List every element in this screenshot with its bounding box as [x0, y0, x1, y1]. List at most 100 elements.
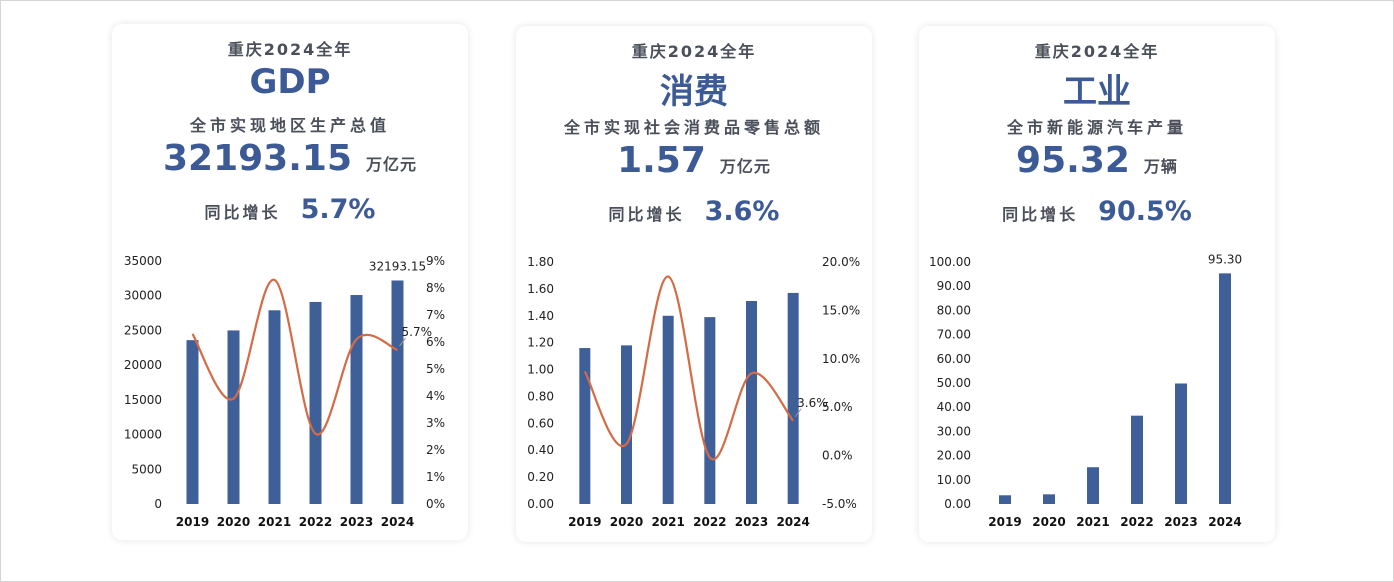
y-tick-label: 40.00 — [937, 400, 971, 414]
main-value: 1.57 — [617, 140, 706, 181]
y-tick-label: 0.60 — [527, 416, 554, 430]
growth-line — [583, 275, 795, 461]
card-header: 重庆2024全年 — [227, 40, 353, 59]
main-value: 32193.15 — [162, 138, 352, 179]
y-tick-label: 15000 — [124, 393, 162, 407]
growth-row: 同比增长 5.7% — [112, 194, 468, 225]
bar — [1131, 415, 1143, 504]
y2-tick-label: 1% — [426, 470, 445, 484]
x-tick-label: 2024 — [1208, 515, 1241, 529]
y2-tick-label: 0% — [426, 497, 445, 511]
y-tick-label: 1.60 — [527, 282, 554, 296]
card-title: GDP — [249, 62, 331, 102]
y2-tick-label: 2% — [426, 443, 445, 457]
y-tick-label: 0.40 — [527, 443, 554, 457]
x-tick-label: 2019 — [988, 515, 1021, 529]
growth-row: 同比增长 3.6% — [516, 196, 872, 227]
y-tick-label: 10000 — [124, 428, 162, 442]
bar — [621, 345, 632, 504]
y-tick-label: 1.40 — [527, 309, 554, 323]
bar — [227, 330, 240, 504]
y2-tick-label: 8% — [426, 281, 445, 295]
bar — [268, 310, 281, 504]
value-unit: 万辆 — [1143, 157, 1178, 176]
y2-tick-label: 10.0% — [822, 352, 860, 366]
bar — [309, 301, 322, 504]
card-title: 工业 — [1063, 72, 1131, 112]
line-data-label: 5.7% — [402, 325, 433, 339]
x-tick-label: 2024 — [381, 515, 414, 529]
line-label-leader — [399, 337, 406, 347]
bar — [662, 315, 674, 504]
growth-line — [191, 278, 398, 436]
y2-tick-label: 9% — [426, 254, 445, 268]
x-tick-label: 2020 — [610, 515, 643, 529]
x-tick-label: 2022 — [693, 515, 726, 529]
value-row: 32193.15 万亿元 — [112, 138, 468, 179]
consumption-card: 重庆2024全年 消费 全市实现社会消费品零售总额 1.57 万亿元 同比增长 3.… — [516, 26, 872, 542]
x-tick-label: 2021 — [258, 515, 291, 529]
bar — [746, 300, 757, 504]
industry-card: 重庆2024全年 工业 全市新能源汽车产量 95.32 万辆 同比增长 90.5% … — [919, 26, 1275, 542]
x-tick-label: 2024 — [776, 515, 809, 529]
y-tick-label: 90.00 — [937, 279, 971, 293]
value-row: 95.32 万辆 — [919, 140, 1275, 181]
y-tick-label: 1.00 — [527, 363, 554, 377]
y2-tick-label: 7% — [426, 308, 445, 322]
x-tick-label: 2022 — [299, 515, 332, 529]
x-tick-label: 2022 — [1120, 515, 1153, 529]
bar — [391, 280, 404, 504]
y-tick-label: 30.00 — [937, 424, 971, 438]
value-unit: 万亿元 — [719, 157, 771, 176]
card-description: 全市实现地区生产总值 — [189, 116, 390, 135]
y-tick-label: 20.00 — [937, 449, 971, 463]
y2-tick-label: 0.0% — [822, 449, 853, 463]
y-tick-label: 100.00 — [929, 255, 971, 269]
y-tick-label: 30000 — [124, 289, 162, 303]
industry-chart: 0.00 10.00 20.00 30.00 40.00 50.00 60.00 70.00 8… — [929, 252, 1242, 529]
y2-tick-label: 5.0% — [822, 400, 853, 414]
card-header: 重庆2024全年 — [1034, 42, 1160, 61]
gdp-chart: 0 5000 10000 15000 20000 25000 30000 35000 2019 2… — [124, 254, 445, 529]
y-tick-label: 25000 — [124, 323, 162, 337]
x-tick-label: 2019 — [176, 515, 209, 529]
value-row: 1.57 万亿元 — [516, 140, 872, 181]
bar — [704, 317, 716, 504]
value-unit: 万亿元 — [366, 155, 418, 174]
consumption-chart: 0.00 0.20 0.40 0.60 0.80 1.00 1.20 1.40 1.60 1.80… — [527, 255, 860, 529]
growth-label: 同比增长 — [608, 205, 685, 224]
y-tick-label: 50.00 — [937, 376, 971, 390]
x-tick-label: 2021 — [651, 515, 684, 529]
y-tick-label: 1.20 — [527, 336, 554, 350]
bar-data-label: 95.30 — [1208, 252, 1242, 266]
card-header: 重庆2024全年 — [631, 42, 757, 61]
growth-row: 同比增长 90.5% — [919, 196, 1275, 227]
bar — [1087, 467, 1099, 504]
y-tick-label: 1.80 — [527, 255, 554, 269]
bar — [579, 348, 591, 504]
growth-value: 5.7% — [300, 194, 376, 225]
y-tick-label: 80.00 — [937, 303, 971, 317]
growth-value: 3.6% — [704, 196, 780, 227]
growth-value: 90.5% — [1098, 196, 1192, 227]
y2-tick-label: 4% — [426, 389, 445, 403]
line-data-label: 3.6% — [797, 396, 828, 410]
bar — [186, 340, 199, 504]
growth-label: 同比增长 — [1002, 205, 1079, 224]
y-tick-label: 0.00 — [944, 497, 971, 511]
y-tick-label: 10.00 — [937, 473, 971, 487]
bar — [1219, 273, 1231, 504]
main-value: 95.32 — [1016, 140, 1130, 181]
growth-label: 同比增长 — [204, 203, 281, 222]
bar — [787, 292, 799, 504]
y-tick-label: 5000 — [131, 462, 162, 476]
y2-tick-label: 6% — [426, 335, 445, 349]
x-tick-label: 2020 — [1032, 515, 1065, 529]
y-tick-label: 0.20 — [527, 470, 554, 484]
card-title: 消费 — [660, 72, 728, 112]
bar — [999, 495, 1011, 504]
x-tick-label: 2019 — [568, 515, 601, 529]
x-tick-label: 2023 — [340, 515, 373, 529]
y-tick-label: 70.00 — [937, 328, 971, 342]
bar — [1175, 383, 1187, 504]
